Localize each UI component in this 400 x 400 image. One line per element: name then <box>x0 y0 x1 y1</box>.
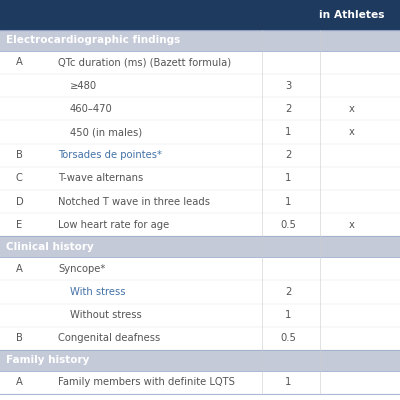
Text: E: E <box>16 220 22 230</box>
Text: 1: 1 <box>285 378 291 388</box>
Bar <box>0 0 400 30</box>
Text: 0.5: 0.5 <box>280 220 296 230</box>
Bar <box>0 257 400 280</box>
Text: Family history: Family history <box>6 356 89 366</box>
Text: x: x <box>349 220 355 230</box>
Text: 3: 3 <box>285 81 291 91</box>
Text: Congenital deafness: Congenital deafness <box>58 334 160 344</box>
Bar <box>0 280 400 304</box>
Bar <box>0 144 400 167</box>
Text: Without stress: Without stress <box>70 310 142 320</box>
Text: in Athletes: in Athletes <box>319 10 385 20</box>
Text: Notched T wave in three leads: Notched T wave in three leads <box>58 197 210 207</box>
Text: B: B <box>16 334 23 344</box>
Text: 460–470: 460–470 <box>70 104 113 114</box>
Bar <box>0 167 400 190</box>
Text: x: x <box>349 127 355 137</box>
Text: QTc duration (ms) (Bazett formula): QTc duration (ms) (Bazett formula) <box>58 58 231 68</box>
Text: 1: 1 <box>285 197 291 207</box>
Text: 2: 2 <box>285 150 291 160</box>
Text: Clinical history: Clinical history <box>6 242 94 252</box>
Text: Electrocardiographic findings: Electrocardiographic findings <box>6 35 180 45</box>
Text: T-wave alternans: T-wave alternans <box>58 174 143 184</box>
Text: Family members with definite LQTS: Family members with definite LQTS <box>58 378 235 388</box>
Bar <box>0 30 400 51</box>
Bar <box>0 350 400 371</box>
Bar <box>0 236 400 257</box>
Text: 1: 1 <box>285 174 291 184</box>
Text: Low heart rate for age: Low heart rate for age <box>58 220 169 230</box>
Bar <box>0 51 400 74</box>
Bar <box>0 190 400 213</box>
Bar <box>0 74 400 97</box>
Text: x: x <box>349 104 355 114</box>
Text: 2: 2 <box>285 104 291 114</box>
Text: ≥480: ≥480 <box>70 81 97 91</box>
Text: 0.5: 0.5 <box>280 334 296 344</box>
Bar <box>0 371 400 394</box>
Text: 1: 1 <box>285 310 291 320</box>
Text: A: A <box>16 264 23 274</box>
Text: 2: 2 <box>285 287 291 297</box>
Text: C: C <box>16 174 23 184</box>
Bar <box>0 304 400 327</box>
Text: 1: 1 <box>285 127 291 137</box>
Text: With stress: With stress <box>70 287 126 297</box>
Text: B: B <box>16 150 23 160</box>
Text: Syncope*: Syncope* <box>58 264 105 274</box>
Bar <box>0 213 400 236</box>
Text: 450 (in males): 450 (in males) <box>70 127 142 137</box>
Text: Torsades de pointes*: Torsades de pointes* <box>58 150 162 160</box>
Text: A: A <box>16 58 23 68</box>
Bar <box>0 327 400 350</box>
Bar <box>0 97 400 120</box>
Text: D: D <box>16 197 24 207</box>
Text: A: A <box>16 378 23 388</box>
Bar <box>0 120 400 144</box>
